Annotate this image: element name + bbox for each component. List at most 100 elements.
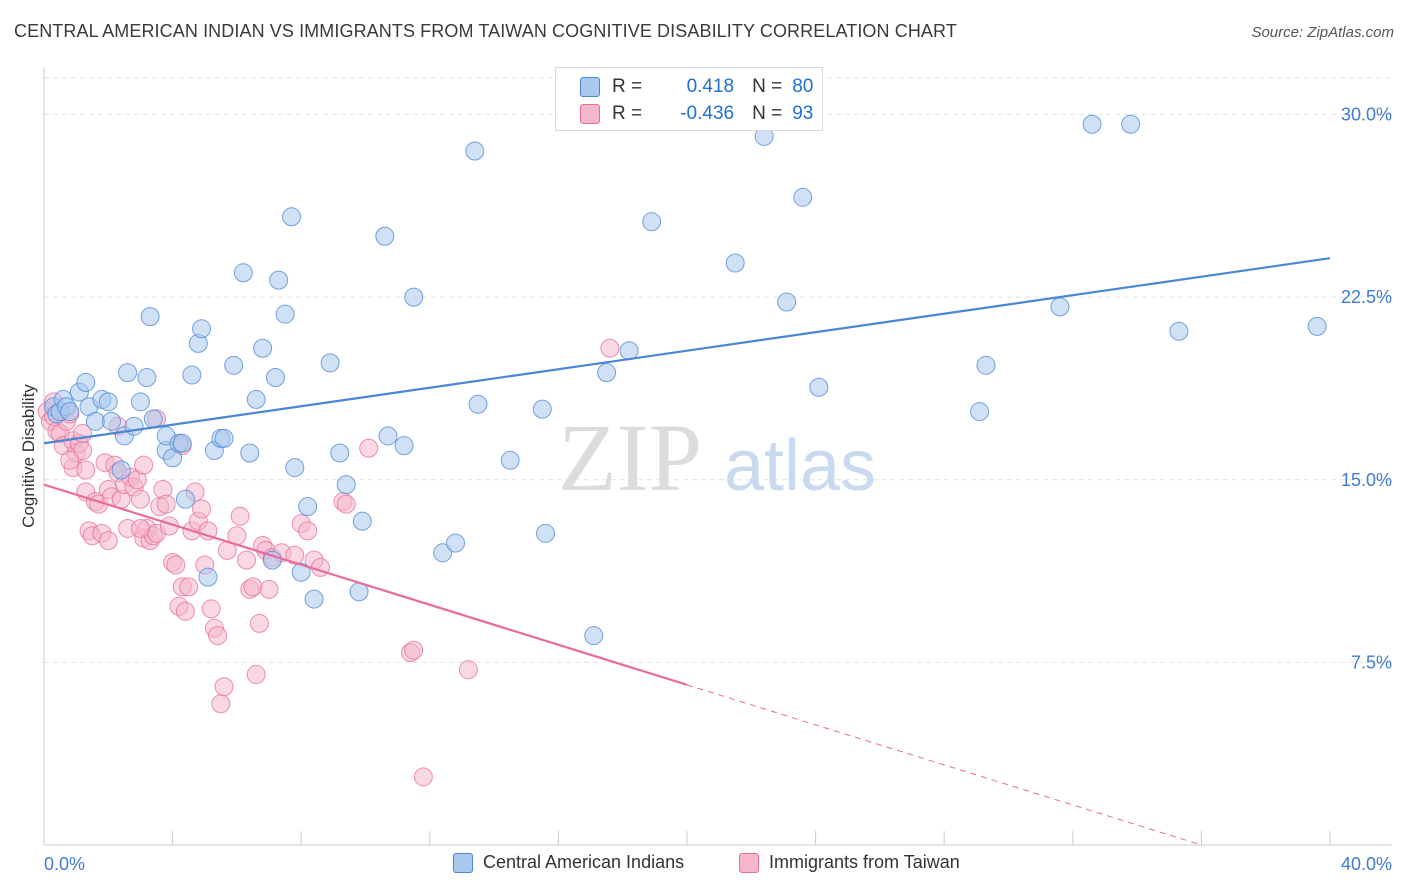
grid-lines xyxy=(44,77,1392,663)
pink-point xyxy=(130,518,150,538)
blue-point xyxy=(1082,114,1102,134)
blue-point xyxy=(584,626,604,646)
blue-point xyxy=(404,287,424,307)
blue-point xyxy=(304,589,324,609)
blue-point xyxy=(275,304,295,324)
source-label: Source: ZipAtlas.com xyxy=(1251,24,1394,41)
pink-point xyxy=(201,599,221,619)
blue-point xyxy=(433,543,453,563)
blue-point xyxy=(182,365,202,385)
y-tick-label: 22.5% xyxy=(1341,287,1392,307)
blue-point xyxy=(642,212,662,232)
chart-title: CENTRAL AMERICAN INDIAN VS IMMIGRANTS FR… xyxy=(14,21,957,41)
blue-point xyxy=(172,433,192,453)
blue-point xyxy=(532,399,552,419)
blue-point xyxy=(85,411,105,431)
blue-point xyxy=(175,489,195,509)
trend-line-pink xyxy=(43,483,688,686)
r-label: R = xyxy=(612,103,643,124)
blue-point xyxy=(214,428,234,448)
pink-point xyxy=(134,455,154,475)
y-axis-label: Cognitive Disability xyxy=(19,384,38,528)
blue-point xyxy=(98,392,118,412)
pink-point xyxy=(166,555,186,575)
pink-point xyxy=(404,640,424,660)
series-legend: Central American Indians Immigrants from… xyxy=(0,852,1406,878)
y-tick-label: 7.5% xyxy=(1351,652,1392,672)
trend-lines xyxy=(43,257,1331,846)
blue-point xyxy=(352,511,372,531)
pink-point xyxy=(243,577,263,597)
blue-point xyxy=(130,392,150,412)
pink-point xyxy=(179,577,199,597)
blue-point xyxy=(793,187,813,207)
pink-point xyxy=(259,579,279,599)
blue-point xyxy=(1307,316,1327,336)
n-label: N = xyxy=(752,103,783,124)
watermark-zip: ZIP xyxy=(558,404,702,511)
blue-n-value: 80 xyxy=(792,76,814,97)
blue-point xyxy=(269,270,289,290)
blue-point xyxy=(282,207,302,227)
pink-point xyxy=(249,613,269,633)
legend-item-central-american-indians[interactable]: Central American Indians xyxy=(453,852,684,873)
blue-point xyxy=(330,443,350,463)
blue-point xyxy=(597,363,617,383)
pink-point xyxy=(156,494,176,514)
y-tick-label: 15.0% xyxy=(1341,470,1392,490)
blue-point xyxy=(336,475,356,495)
tick-labels: 7.5% 15.0% 22.5% 30.0% 0.0% 40.0% xyxy=(44,105,1392,874)
blue-point xyxy=(976,355,996,375)
pink-point xyxy=(192,499,212,519)
pink-point xyxy=(60,450,80,470)
blue-point xyxy=(1169,321,1189,341)
pink-point xyxy=(458,660,478,680)
series-central-american-indians xyxy=(44,114,1327,646)
blue-point xyxy=(536,523,556,543)
stats-row-pink: R = -0.436 N = 93 xyxy=(556,100,813,128)
blue-point xyxy=(298,497,318,517)
blue-point xyxy=(1121,114,1141,134)
blue-point xyxy=(619,341,639,361)
blue-point xyxy=(809,377,829,397)
pink-point xyxy=(230,506,250,526)
trend-line-pink-extension xyxy=(686,684,1202,846)
pink-swatch xyxy=(580,104,600,124)
blue-point xyxy=(140,307,160,327)
legend-swatch-pink xyxy=(739,852,759,873)
legend-item-immigrants-from-taiwan[interactable]: Immigrants from Taiwan xyxy=(739,852,960,873)
blue-point xyxy=(725,253,745,273)
pink-point xyxy=(298,521,318,541)
pink-point xyxy=(208,626,228,646)
pink-r-value: -0.436 xyxy=(680,103,735,124)
blue-point xyxy=(198,567,218,587)
blue-point xyxy=(192,319,212,339)
legend-label: Immigrants from Taiwan xyxy=(769,852,960,872)
blue-point xyxy=(111,460,131,480)
x-tick-label-min: 0.0% xyxy=(44,854,85,874)
r-label: R = xyxy=(612,76,643,97)
blue-point xyxy=(320,353,340,373)
legend-label: Central American Indians xyxy=(483,852,685,872)
blue-point xyxy=(468,394,488,414)
blue-point xyxy=(76,372,96,392)
series-immigrants-from-taiwan xyxy=(37,338,620,787)
blue-point xyxy=(240,443,260,463)
blue-point xyxy=(253,338,273,358)
blue-point xyxy=(246,389,266,409)
axes xyxy=(43,68,1392,846)
n-label: N = xyxy=(752,76,783,97)
blue-point xyxy=(291,562,311,582)
pink-point xyxy=(175,601,195,621)
pink-point xyxy=(98,531,118,551)
blue-point xyxy=(375,226,395,246)
trend-line-blue xyxy=(43,257,1331,445)
pink-point xyxy=(237,550,257,570)
blue-point xyxy=(233,263,253,283)
blue-point xyxy=(60,402,80,422)
blue-point xyxy=(285,458,305,478)
pink-point xyxy=(600,338,620,358)
stats-legend: R = 0.418 N = 80 R = -0.436 N = 93 xyxy=(555,67,823,131)
blue-point xyxy=(378,426,398,446)
